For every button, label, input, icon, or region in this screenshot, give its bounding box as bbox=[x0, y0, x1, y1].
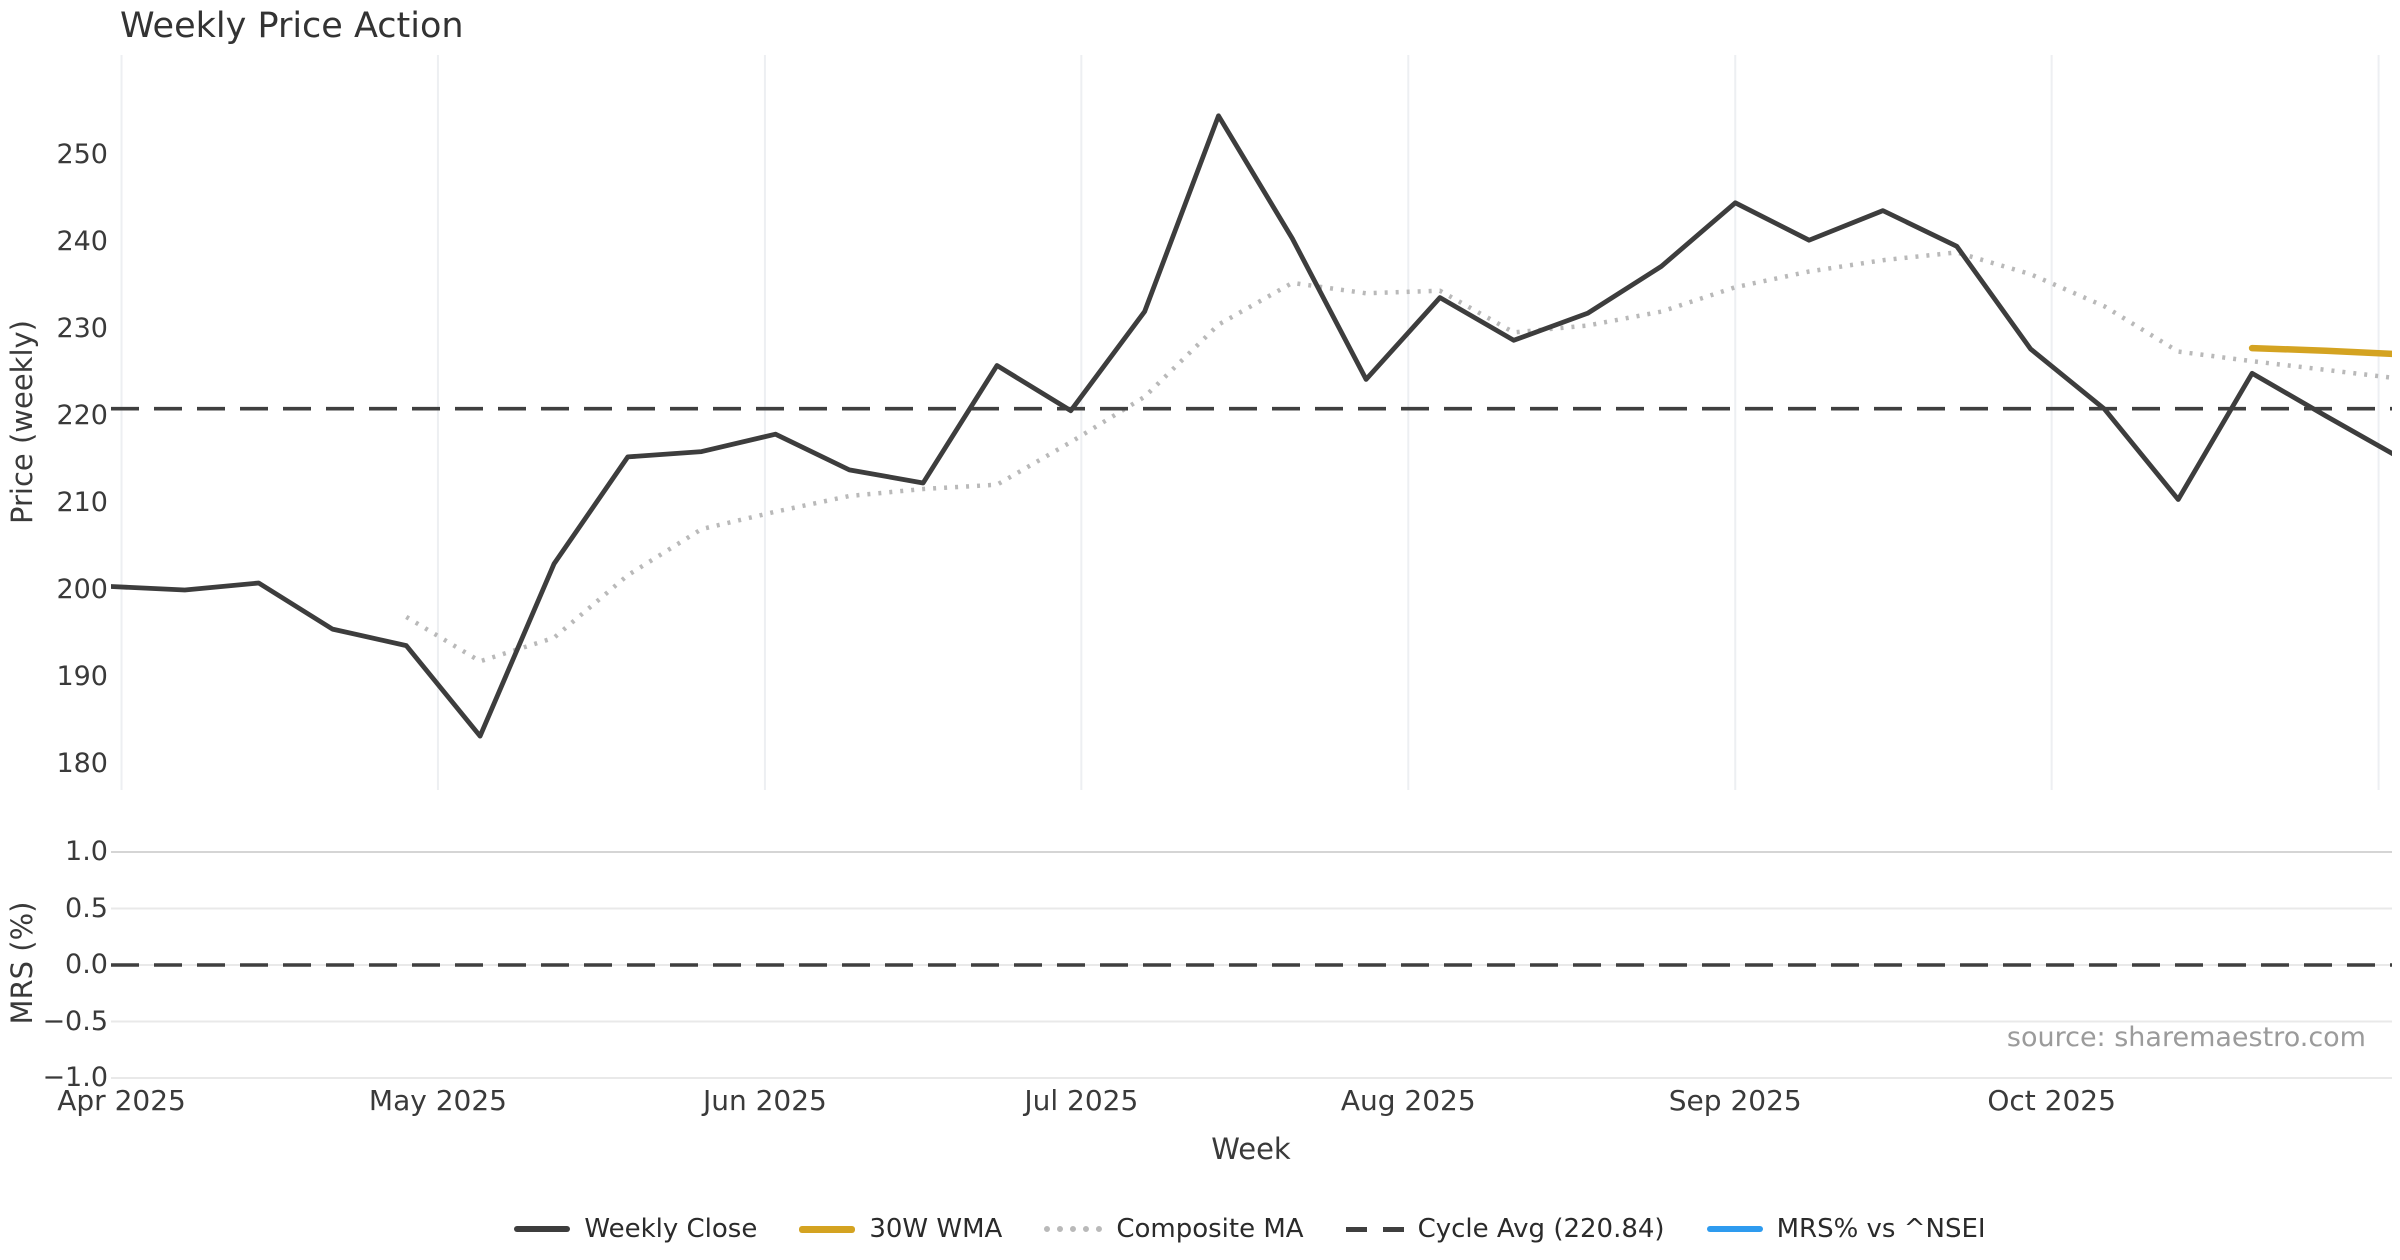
weekly-close-line bbox=[111, 113, 2392, 739]
legend: Weekly Close 30W WMA Composite MA Cycle Avg… bbox=[100, 1206, 2400, 1252]
mrs-y-tick: 1.0 bbox=[65, 836, 108, 867]
legend-item: Cycle Avg (220.84) bbox=[1345, 1214, 1665, 1244]
x-tick-month: Oct 2025 bbox=[1987, 1084, 2116, 1117]
x-tick-month: Sep 2025 bbox=[1668, 1084, 1802, 1117]
mrs-plot-area bbox=[111, 851, 2392, 1079]
composite-ma-line bbox=[405, 250, 2392, 664]
price-y-tick: 250 bbox=[56, 138, 108, 170]
price-y-tick: 230 bbox=[56, 312, 108, 344]
price-y-tick: 240 bbox=[56, 225, 108, 257]
legend-item: MRS% vs ^NSEI bbox=[1706, 1214, 1986, 1244]
legend-swatch-solid bbox=[514, 1226, 571, 1232]
legend-label: MRS% vs ^NSEI bbox=[1776, 1214, 1986, 1244]
price-y-tick: 220 bbox=[56, 399, 108, 431]
mrs-y-tick: −0.5 bbox=[42, 1005, 108, 1037]
price-plot-area bbox=[111, 55, 2392, 790]
legend-label: Composite MA bbox=[1116, 1214, 1304, 1244]
legend-swatch-solid bbox=[799, 1225, 856, 1233]
mrs-y-tick: 0.5 bbox=[65, 892, 108, 924]
price-y-tick: 190 bbox=[56, 660, 108, 692]
legend-item: 30W WMA bbox=[799, 1214, 1002, 1244]
legend-label: Weekly Close bbox=[584, 1214, 758, 1244]
x-tick-month: Aug 2025 bbox=[1340, 1084, 1476, 1117]
mrs-y-tick: −1.0 bbox=[42, 1062, 108, 1093]
x-tick-month: May 2025 bbox=[368, 1084, 507, 1117]
price-y-tick: 180 bbox=[56, 747, 108, 779]
legend-item: Weekly Close bbox=[514, 1214, 757, 1244]
legend-item: Composite MA bbox=[1044, 1214, 1304, 1244]
price-y-tick: 200 bbox=[56, 573, 108, 605]
chart-title: Weekly Price Action bbox=[120, 6, 464, 46]
x-tick-month: Jun 2025 bbox=[702, 1084, 827, 1117]
mrs-y-tick: 0.0 bbox=[65, 949, 108, 980]
legend-label: Cycle Avg (220.84) bbox=[1417, 1214, 1665, 1244]
legend-swatch-dashed bbox=[1345, 1226, 1404, 1232]
source-credit: source: sharemaestro.com bbox=[2006, 1022, 2366, 1053]
x-axis-label: Week bbox=[1211, 1132, 1291, 1166]
x-tick-month: Apr 2025 bbox=[57, 1084, 186, 1117]
wma-30w-line bbox=[2248, 344, 2392, 358]
price-y-tick: 210 bbox=[56, 486, 108, 518]
x-tick-month: Jul 2025 bbox=[1024, 1084, 1139, 1117]
legend-swatch-solid bbox=[1706, 1226, 1763, 1232]
legend-swatch-dotted bbox=[1044, 1226, 1103, 1232]
legend-label: 30W WMA bbox=[869, 1214, 1003, 1244]
